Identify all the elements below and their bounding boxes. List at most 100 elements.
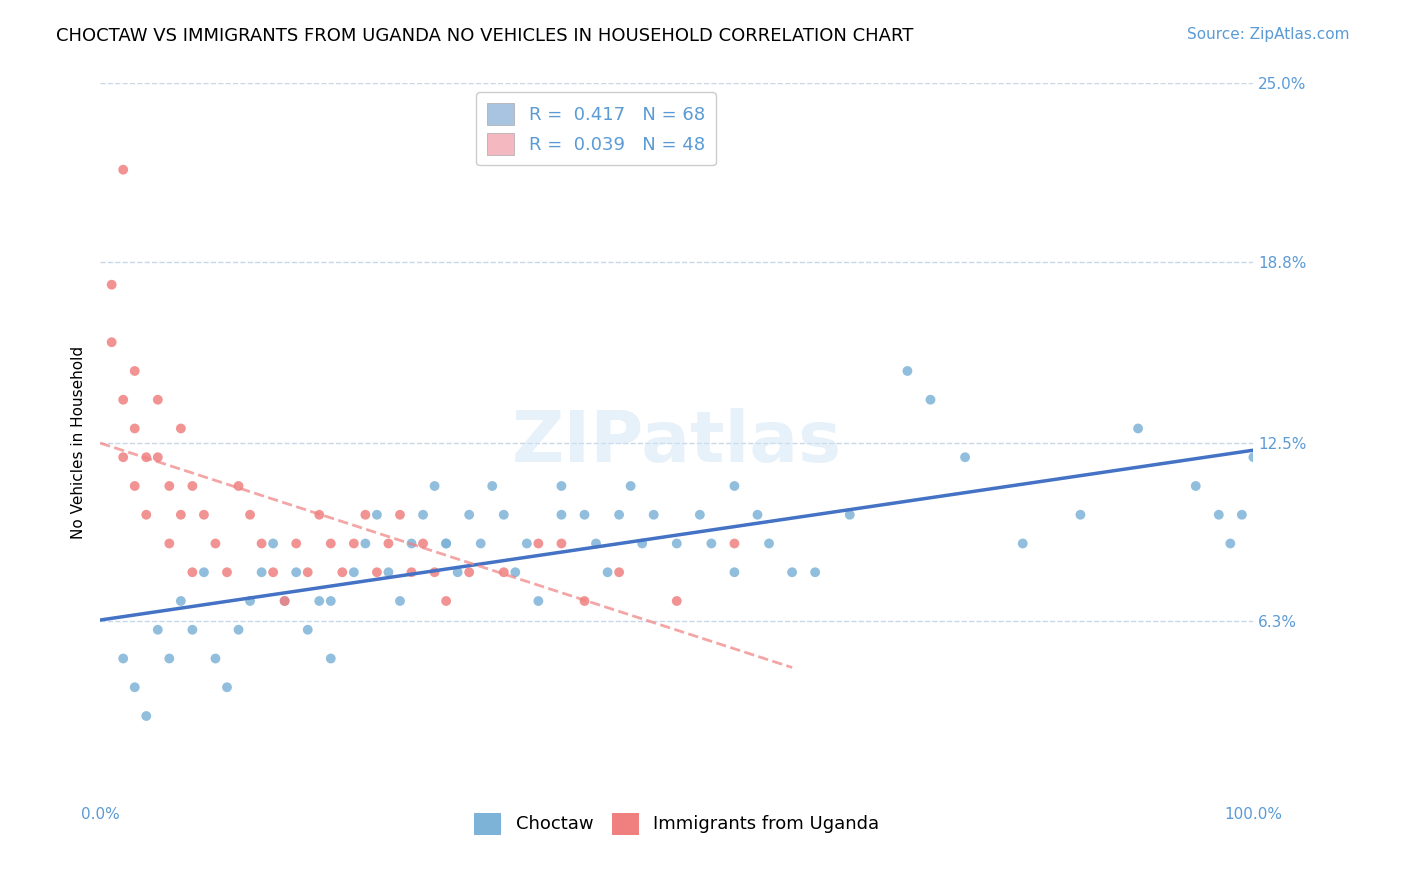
Point xyxy=(780,566,803,580)
Point xyxy=(308,508,330,522)
Point xyxy=(481,479,503,493)
Point xyxy=(423,479,446,493)
Point xyxy=(434,594,457,608)
Y-axis label: No Vehicles in Household: No Vehicles in Household xyxy=(72,346,86,540)
Point xyxy=(1126,421,1149,435)
Point xyxy=(354,508,377,522)
Point xyxy=(285,536,308,550)
Point xyxy=(250,536,273,550)
Point xyxy=(170,421,193,435)
Point xyxy=(124,364,146,378)
Point xyxy=(434,536,457,550)
Point xyxy=(607,508,630,522)
Point xyxy=(135,450,157,465)
Point xyxy=(804,566,827,580)
Point xyxy=(157,651,180,665)
Point xyxy=(193,508,215,522)
Point xyxy=(700,536,723,550)
Point xyxy=(135,508,157,522)
Point xyxy=(297,623,319,637)
Point xyxy=(377,566,399,580)
Point xyxy=(747,508,769,522)
Text: Source: ZipAtlas.com: Source: ZipAtlas.com xyxy=(1187,27,1350,42)
Point xyxy=(273,594,295,608)
Point xyxy=(505,566,527,580)
Point xyxy=(181,566,204,580)
Point xyxy=(723,479,745,493)
Point xyxy=(401,566,423,580)
Point xyxy=(412,508,434,522)
Point xyxy=(170,508,193,522)
Point xyxy=(124,680,146,694)
Point xyxy=(319,594,342,608)
Point xyxy=(285,566,308,580)
Point xyxy=(146,392,169,407)
Point xyxy=(574,594,596,608)
Point xyxy=(550,479,572,493)
Point xyxy=(631,536,654,550)
Point xyxy=(758,536,780,550)
Point xyxy=(953,450,976,465)
Point xyxy=(665,594,688,608)
Point xyxy=(239,508,262,522)
Point xyxy=(723,536,745,550)
Point xyxy=(1069,508,1091,522)
Point xyxy=(228,623,250,637)
Point xyxy=(319,536,342,550)
Point xyxy=(585,536,607,550)
Point xyxy=(366,566,388,580)
Point xyxy=(607,566,630,580)
Point xyxy=(665,536,688,550)
Point xyxy=(596,566,619,580)
Point xyxy=(181,479,204,493)
Point xyxy=(100,277,122,292)
Point xyxy=(388,594,411,608)
Point xyxy=(354,536,377,550)
Point xyxy=(273,594,295,608)
Point xyxy=(343,566,366,580)
Point xyxy=(434,536,457,550)
Point xyxy=(250,566,273,580)
Point xyxy=(550,536,572,550)
Point xyxy=(527,536,550,550)
Point xyxy=(112,450,135,465)
Point xyxy=(492,566,515,580)
Point xyxy=(838,508,860,522)
Point xyxy=(1011,536,1033,550)
Point xyxy=(146,450,169,465)
Point xyxy=(377,536,399,550)
Point xyxy=(1184,479,1206,493)
Point xyxy=(643,508,665,522)
Point xyxy=(620,479,643,493)
Point xyxy=(100,335,122,350)
Point xyxy=(458,566,481,580)
Point xyxy=(516,536,538,550)
Point xyxy=(215,680,238,694)
Text: CHOCTAW VS IMMIGRANTS FROM UGANDA NO VEHICLES IN HOUSEHOLD CORRELATION CHART: CHOCTAW VS IMMIGRANTS FROM UGANDA NO VEH… xyxy=(56,27,914,45)
Point xyxy=(146,623,169,637)
Point xyxy=(446,566,468,580)
Point xyxy=(215,566,238,580)
Point xyxy=(412,536,434,550)
Point xyxy=(550,508,572,522)
Point xyxy=(297,566,319,580)
Text: ZIPatlas: ZIPatlas xyxy=(512,409,842,477)
Point xyxy=(920,392,942,407)
Point xyxy=(574,508,596,522)
Point xyxy=(124,421,146,435)
Point xyxy=(193,566,215,580)
Point xyxy=(723,566,745,580)
Point xyxy=(366,508,388,522)
Point xyxy=(1208,508,1230,522)
Point xyxy=(330,566,353,580)
Point xyxy=(896,364,918,378)
Point xyxy=(492,508,515,522)
Point xyxy=(388,508,411,522)
Legend: Choctaw, Immigrants from Uganda: Choctaw, Immigrants from Uganda xyxy=(465,804,889,844)
Point xyxy=(319,651,342,665)
Point xyxy=(204,651,226,665)
Point xyxy=(204,536,226,550)
Point xyxy=(239,594,262,608)
Point xyxy=(262,536,284,550)
Point xyxy=(262,566,284,580)
